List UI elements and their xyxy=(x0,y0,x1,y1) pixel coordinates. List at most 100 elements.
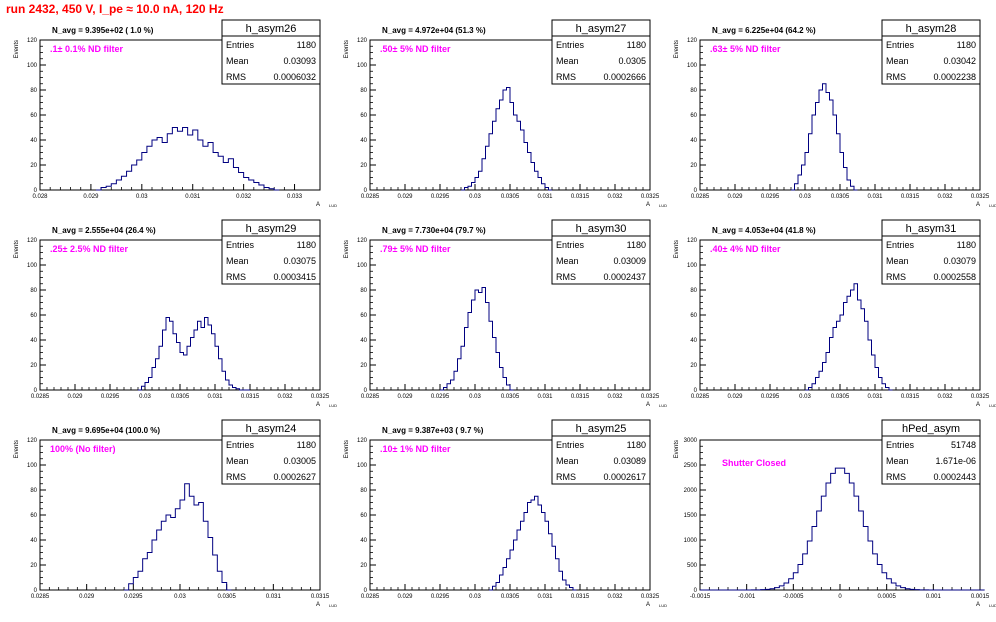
panel-7-xtick-label: 0.031 xyxy=(266,594,282,600)
panel-7-stats-label: Mean xyxy=(226,456,249,466)
panel-7-xtick-label: 0.0305 xyxy=(217,594,236,600)
panel-5-xtick-label: 0.032 xyxy=(607,394,623,400)
panel-3-ytick-label: 80 xyxy=(690,88,697,94)
panel-1-stats-box xyxy=(221,35,321,85)
panel-9-xtick-label: -0.0015 xyxy=(690,594,711,600)
panel-3-ytick-label: 100 xyxy=(687,63,698,69)
panel-4-stats-value: 0.0003415 xyxy=(273,272,316,282)
panel-5-stats-title: h_asym30 xyxy=(576,223,627,235)
panel-8-histogram-line xyxy=(489,495,577,591)
panel-1-xtick-label: 0.028 xyxy=(32,194,48,200)
panel-5-ytick-label: 60 xyxy=(360,313,367,319)
panel-1-stats-value: 0.03093 xyxy=(283,56,316,66)
panel-3-stats-value: 0.0002238 xyxy=(933,72,976,82)
panel-9-ytick-label: 0 xyxy=(694,588,698,594)
panel-1-ytick-label: 80 xyxy=(30,88,37,94)
panel-7-xtick-label: 0.0285 xyxy=(31,594,50,600)
panel-4-xtick-label: 0.0285 xyxy=(31,394,50,400)
panel-4-xlabel: A xyxy=(316,402,320,408)
panel-3-stats-value: 1180 xyxy=(957,40,976,50)
panel-1-ytick-label: 100 xyxy=(27,63,38,69)
panel-6-ytick-label: 120 xyxy=(687,238,698,244)
panel-4-xtick-label: 0.0315 xyxy=(241,394,260,400)
panel-3-xtick-label: 0.0305 xyxy=(831,194,850,200)
panel-5-ytick-label: 40 xyxy=(360,338,367,344)
panel-7-stats-title: h_asym24 xyxy=(246,423,297,435)
panel-6-ytick-label: 60 xyxy=(690,313,697,319)
panel-3-xtick-label: 0.03 xyxy=(799,194,811,200)
panel-4-stats-value: 1180 xyxy=(297,240,316,250)
panel-4-navg: N_avg = 2.555e+04 (26.4 %) xyxy=(52,226,156,235)
panel-9-stats-value: 1.671e-06 xyxy=(935,456,976,466)
panel-8-ylabel: Events xyxy=(344,440,350,458)
panel-3-stats-label: Entries xyxy=(886,40,915,50)
panel-5-stats-value: 1180 xyxy=(627,240,646,250)
panel-4-ytick-label: 120 xyxy=(27,238,38,244)
panel-4-stats-box xyxy=(221,235,321,285)
panel-2-xlabel-sub: LUD xyxy=(659,203,667,208)
panel-5-xtick-label: 0.0315 xyxy=(571,394,590,400)
panel-2-xtick-label: 0.0325 xyxy=(641,194,660,200)
panel-7-xlabel-sub: LUD xyxy=(329,603,337,608)
panel-4-xlabel-sub: LUD xyxy=(329,403,337,408)
panel-2-stats-value: 1180 xyxy=(627,40,646,50)
panel-8-ytick-label: 60 xyxy=(360,513,367,519)
panel-7-xtick-label: 0.0295 xyxy=(124,594,143,600)
panel-5-xtick-label: 0.0285 xyxy=(361,394,380,400)
panel-3-ytick-label: 60 xyxy=(690,113,697,119)
panel-9-xtick-label: 0.001 xyxy=(926,594,942,600)
panel-9-xlabel-sub: LUD xyxy=(989,603,996,608)
panel-8-xtick-label: 0.0315 xyxy=(571,594,590,600)
panel-1-xlabel: A xyxy=(316,202,320,208)
panel-1-stats-title: h_asym26 xyxy=(246,23,297,35)
panel-7-stats-label: RMS xyxy=(226,472,246,482)
panel-8-xtick-label: 0.0305 xyxy=(501,594,520,600)
run-title: run 2432, 450 V, I_pe ≈ 10.0 nA, 120 Hz xyxy=(6,2,224,16)
panel-6-xtick-label: 0.031 xyxy=(867,394,883,400)
panel-4-stats-label: Entries xyxy=(226,240,255,250)
panel-5-stats-value: 0.0002437 xyxy=(603,272,646,282)
panel-4-stats-label: RMS xyxy=(226,272,246,282)
panel-1-navg: N_avg = 9.395e+02 ( 1.0 %) xyxy=(52,26,154,35)
panel-8-xtick-label: 0.032 xyxy=(607,594,623,600)
panel-5-xlabel-sub: LUD xyxy=(659,403,667,408)
panel-9-ytick-label: 2500 xyxy=(684,463,698,469)
panel-8-xtick-label: 0.0285 xyxy=(361,594,380,600)
panel-1-ytick-label: 20 xyxy=(30,163,37,169)
panel-3-note: .63± 5% ND filter xyxy=(710,44,781,54)
panel-2-stats-box xyxy=(551,35,651,85)
panel-8-stats-value: 1180 xyxy=(627,440,646,450)
panel-6-ytick-label: 100 xyxy=(687,263,698,269)
panel-4-ytick-label: 0 xyxy=(34,388,38,394)
panel-1-stats-value: 0.0006032 xyxy=(273,72,316,82)
panel-3-navg: N_avg = 6.225e+04 (64.2 %) xyxy=(712,26,816,35)
panel-3-xlabel: A xyxy=(976,202,980,208)
panel-7-note: 100% (No filter) xyxy=(50,444,116,454)
panel-9-xlabel: A xyxy=(976,602,980,608)
panel-9-ytick-label: 1500 xyxy=(684,513,698,519)
panel-2-navg: N_avg = 4.972e+04 (51.3 %) xyxy=(382,26,486,35)
panel-4-xtick-label: 0.03 xyxy=(139,394,151,400)
panel-3-stats-value: 0.03042 xyxy=(943,56,976,66)
panel-7-ytick-label: 80 xyxy=(30,488,37,494)
panel-9-ytick-label: 2000 xyxy=(684,488,698,494)
panel-2-ytick-label: 0 xyxy=(364,188,368,194)
panel-4-xtick-label: 0.0325 xyxy=(311,394,330,400)
panel-6-stats-value: 0.0002558 xyxy=(933,272,976,282)
panel-3-stats-label: Mean xyxy=(886,56,909,66)
panel-4-ytick-label: 100 xyxy=(27,263,38,269)
panel-9-histogram-line xyxy=(700,467,985,591)
panel-3-xlabel-sub: LUD xyxy=(989,203,996,208)
panel-2-xtick-label: 0.0315 xyxy=(571,194,590,200)
panel-7-stats-value: 0.0002627 xyxy=(273,472,316,482)
panel-1-ytick-label: 120 xyxy=(27,38,38,44)
panel-2-ytick-label: 120 xyxy=(357,38,368,44)
panel-1-ylabel: Events xyxy=(14,40,20,58)
panel-8-xtick-label: 0.029 xyxy=(397,594,413,600)
panel-3-ytick-label: 120 xyxy=(687,38,698,44)
panel-8-stats-value: 0.0002617 xyxy=(603,472,646,482)
panel-9-ylabel: Events xyxy=(674,440,680,458)
panel-3-ytick-label: 20 xyxy=(690,163,697,169)
panel-4-stats-title: h_asym29 xyxy=(246,223,297,235)
panel-6-stats-label: Entries xyxy=(886,240,915,250)
